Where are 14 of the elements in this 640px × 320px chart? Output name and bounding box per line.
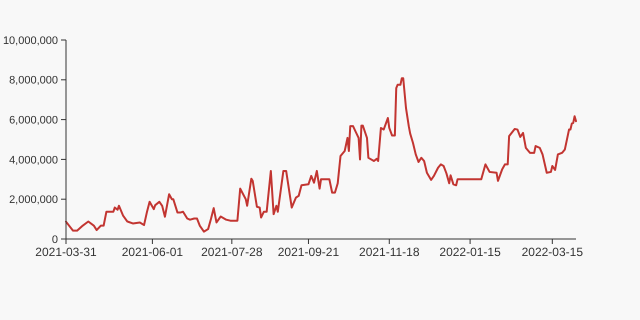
y-tick-label: 0 [52,234,58,246]
y-tick-label: 8,000,000 [9,74,58,87]
x-tick-label: 2021-06-01 [122,245,184,259]
x-tick-label: 2022-03-15 [522,245,584,259]
x-tick-label: 2021-09-21 [278,245,340,259]
line-series [65,77,577,233]
y-tick-label: 10,000,000 [2,34,58,47]
y-tick-label: 4,000,000 [9,154,58,166]
x-tick-label: 2021-03-31 [35,245,98,259]
y-tick-label: 6,000,000 [9,114,58,126]
x-tick-label: 2021-11-18 [359,245,420,259]
x-tick-label: 2021-07-28 [201,245,263,259]
y-tick-label: 2,000,000 [9,194,58,206]
x-tick-label: 2022-01-15 [439,245,502,259]
